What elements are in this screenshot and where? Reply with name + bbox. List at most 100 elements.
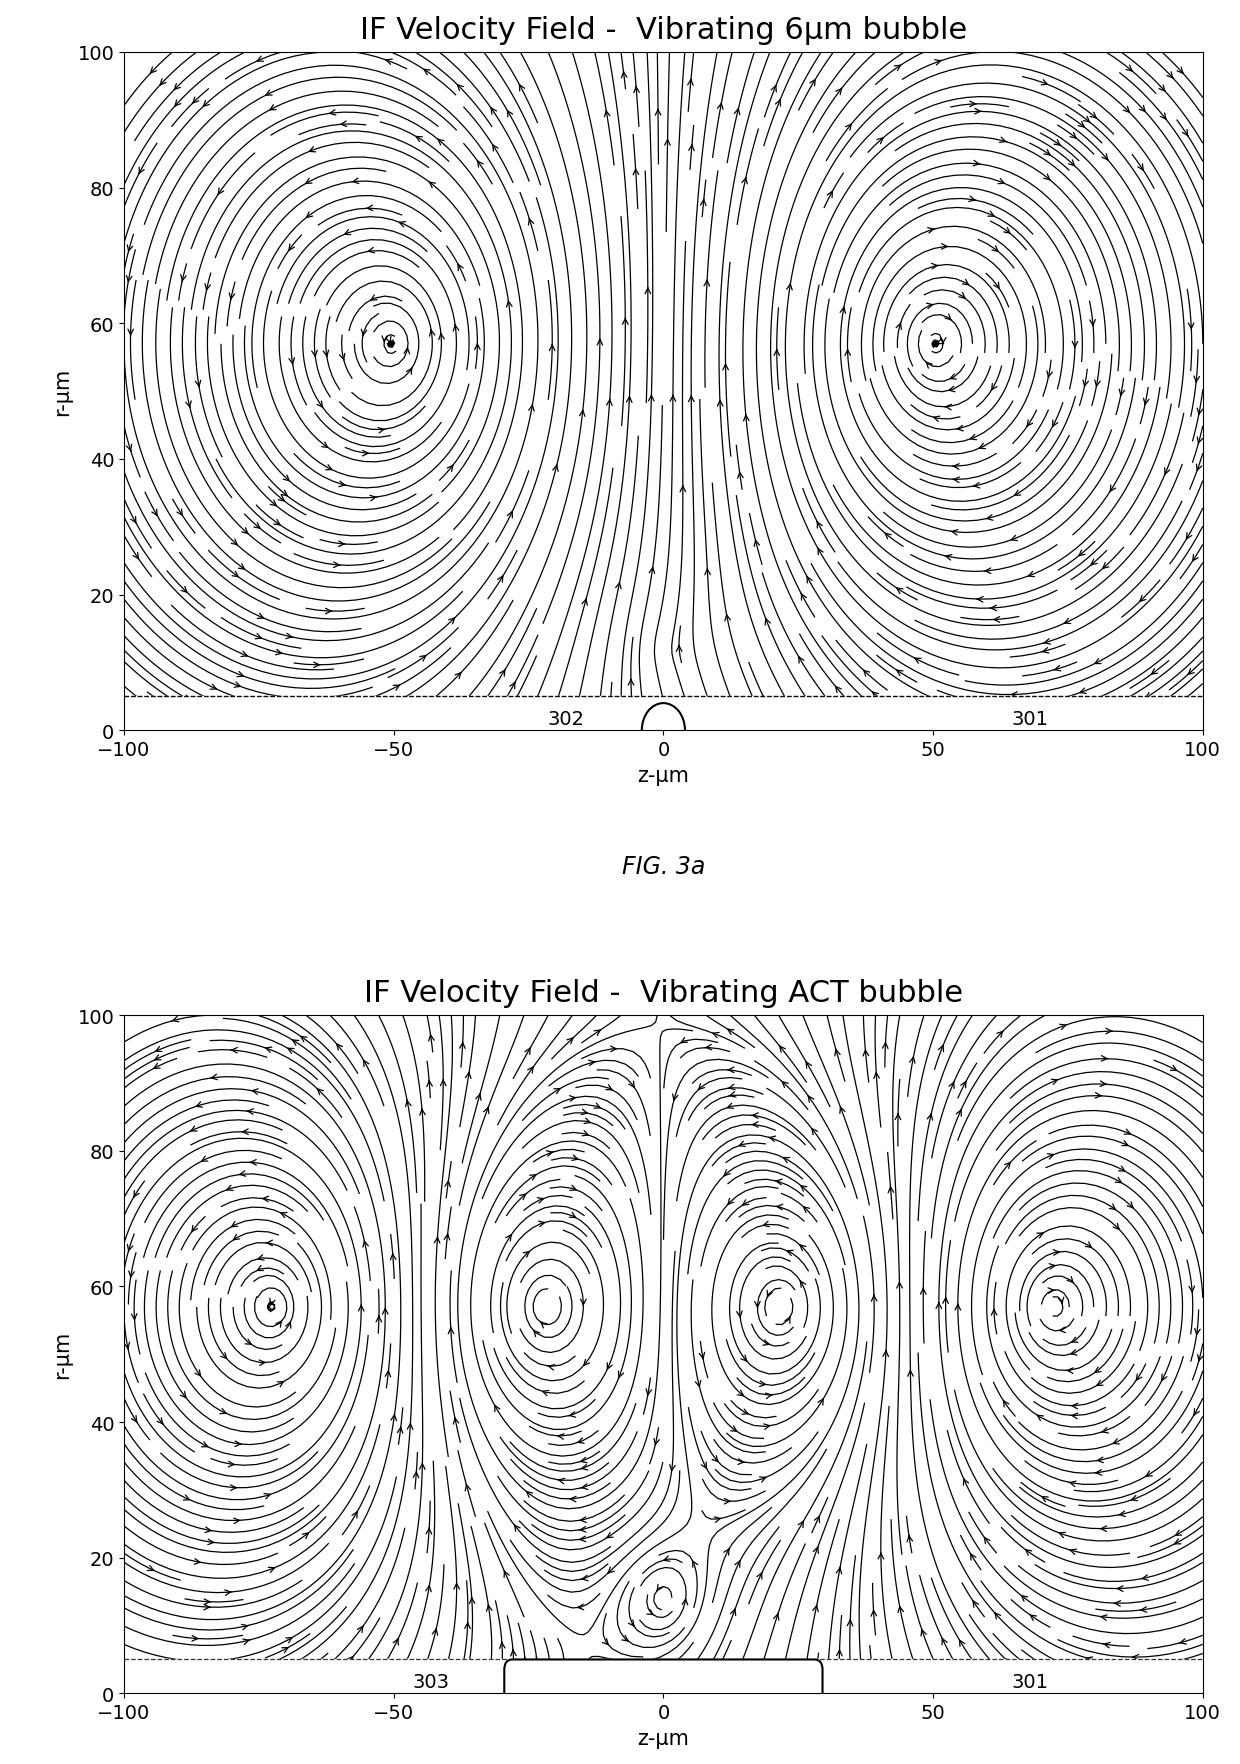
FancyArrowPatch shape bbox=[391, 1415, 397, 1422]
FancyArrowPatch shape bbox=[1146, 693, 1152, 699]
FancyArrowPatch shape bbox=[688, 397, 694, 402]
Text: 301: 301 bbox=[1012, 709, 1049, 729]
FancyArrowPatch shape bbox=[427, 1528, 432, 1535]
FancyArrowPatch shape bbox=[274, 520, 280, 526]
FancyArrowPatch shape bbox=[915, 658, 921, 663]
FancyArrowPatch shape bbox=[1116, 1586, 1123, 1591]
FancyArrowPatch shape bbox=[1069, 161, 1075, 166]
FancyArrowPatch shape bbox=[340, 355, 345, 362]
FancyArrowPatch shape bbox=[154, 1064, 160, 1069]
FancyArrowPatch shape bbox=[782, 1081, 789, 1088]
FancyArrowPatch shape bbox=[321, 443, 327, 448]
FancyArrowPatch shape bbox=[815, 1515, 820, 1522]
FancyArrowPatch shape bbox=[454, 1582, 460, 1589]
FancyArrowPatch shape bbox=[301, 1037, 308, 1043]
FancyArrowPatch shape bbox=[704, 1044, 712, 1050]
FancyArrowPatch shape bbox=[262, 1196, 269, 1201]
FancyArrowPatch shape bbox=[294, 1674, 300, 1679]
FancyArrowPatch shape bbox=[126, 277, 131, 282]
FancyArrowPatch shape bbox=[973, 483, 980, 489]
FancyArrowPatch shape bbox=[941, 245, 949, 250]
FancyArrowPatch shape bbox=[1194, 1409, 1199, 1415]
FancyArrowPatch shape bbox=[604, 111, 610, 118]
FancyArrowPatch shape bbox=[734, 109, 740, 116]
FancyArrowPatch shape bbox=[950, 374, 956, 379]
FancyArrowPatch shape bbox=[1059, 1327, 1065, 1334]
FancyArrowPatch shape bbox=[458, 86, 464, 92]
FancyArrowPatch shape bbox=[363, 1060, 368, 1067]
FancyArrowPatch shape bbox=[1069, 1482, 1076, 1487]
FancyArrowPatch shape bbox=[603, 1639, 609, 1644]
FancyArrowPatch shape bbox=[836, 686, 841, 693]
FancyArrowPatch shape bbox=[1176, 1531, 1182, 1535]
FancyArrowPatch shape bbox=[993, 282, 999, 289]
FancyArrowPatch shape bbox=[275, 649, 283, 656]
FancyArrowPatch shape bbox=[985, 1538, 990, 1544]
FancyArrowPatch shape bbox=[427, 1081, 433, 1087]
FancyArrowPatch shape bbox=[438, 139, 444, 146]
FancyArrowPatch shape bbox=[806, 1062, 811, 1069]
FancyArrowPatch shape bbox=[134, 1191, 139, 1198]
FancyArrowPatch shape bbox=[382, 337, 387, 344]
FancyArrowPatch shape bbox=[897, 323, 901, 330]
FancyArrowPatch shape bbox=[570, 1185, 577, 1191]
FancyArrowPatch shape bbox=[543, 1390, 549, 1395]
FancyArrowPatch shape bbox=[376, 1316, 382, 1323]
FancyArrowPatch shape bbox=[465, 1485, 470, 1491]
FancyArrowPatch shape bbox=[817, 522, 822, 529]
FancyArrowPatch shape bbox=[1114, 1224, 1120, 1230]
FancyArrowPatch shape bbox=[836, 1568, 842, 1573]
FancyArrowPatch shape bbox=[621, 72, 627, 79]
Text: 302: 302 bbox=[548, 709, 585, 729]
FancyArrowPatch shape bbox=[724, 1499, 730, 1505]
FancyArrowPatch shape bbox=[195, 381, 201, 388]
FancyArrowPatch shape bbox=[336, 1044, 342, 1051]
FancyArrowPatch shape bbox=[393, 1639, 398, 1646]
FancyArrowPatch shape bbox=[807, 577, 812, 584]
FancyArrowPatch shape bbox=[358, 1305, 365, 1311]
FancyArrowPatch shape bbox=[1100, 1081, 1107, 1087]
FancyArrowPatch shape bbox=[959, 293, 965, 300]
FancyArrowPatch shape bbox=[286, 1637, 293, 1642]
FancyArrowPatch shape bbox=[128, 1245, 133, 1251]
FancyArrowPatch shape bbox=[610, 1046, 616, 1051]
FancyArrowPatch shape bbox=[580, 1575, 588, 1581]
FancyArrowPatch shape bbox=[1100, 1526, 1106, 1531]
FancyArrowPatch shape bbox=[579, 1526, 587, 1533]
FancyArrowPatch shape bbox=[863, 1050, 869, 1057]
FancyArrowPatch shape bbox=[801, 594, 806, 602]
FancyArrowPatch shape bbox=[818, 1399, 823, 1406]
FancyArrowPatch shape bbox=[148, 1566, 154, 1570]
FancyArrowPatch shape bbox=[774, 349, 780, 356]
FancyArrowPatch shape bbox=[278, 1381, 284, 1387]
FancyArrowPatch shape bbox=[863, 670, 869, 677]
FancyArrowPatch shape bbox=[538, 1221, 544, 1228]
FancyArrowPatch shape bbox=[608, 1566, 614, 1573]
FancyArrowPatch shape bbox=[883, 1043, 888, 1050]
FancyArrowPatch shape bbox=[714, 1667, 719, 1672]
FancyArrowPatch shape bbox=[329, 111, 336, 116]
FancyArrowPatch shape bbox=[968, 198, 976, 203]
FancyArrowPatch shape bbox=[195, 1371, 201, 1376]
FancyArrowPatch shape bbox=[646, 1388, 651, 1395]
FancyArrowPatch shape bbox=[626, 397, 632, 404]
FancyArrowPatch shape bbox=[582, 1110, 589, 1115]
FancyArrowPatch shape bbox=[1052, 1080, 1058, 1085]
FancyArrowPatch shape bbox=[1198, 437, 1203, 445]
FancyArrowPatch shape bbox=[1042, 647, 1049, 654]
FancyArrowPatch shape bbox=[454, 1418, 459, 1424]
FancyArrowPatch shape bbox=[931, 265, 939, 270]
FancyArrowPatch shape bbox=[500, 670, 505, 677]
FancyArrowPatch shape bbox=[934, 416, 940, 422]
FancyArrowPatch shape bbox=[844, 349, 851, 356]
FancyArrowPatch shape bbox=[742, 1355, 746, 1362]
FancyArrowPatch shape bbox=[786, 284, 792, 291]
FancyArrowPatch shape bbox=[505, 1572, 510, 1577]
FancyArrowPatch shape bbox=[725, 616, 730, 621]
FancyArrowPatch shape bbox=[553, 466, 558, 473]
FancyArrowPatch shape bbox=[629, 679, 634, 686]
FancyArrowPatch shape bbox=[192, 1226, 197, 1231]
FancyArrowPatch shape bbox=[153, 510, 157, 517]
FancyArrowPatch shape bbox=[634, 169, 639, 176]
FancyArrowPatch shape bbox=[195, 1559, 201, 1565]
